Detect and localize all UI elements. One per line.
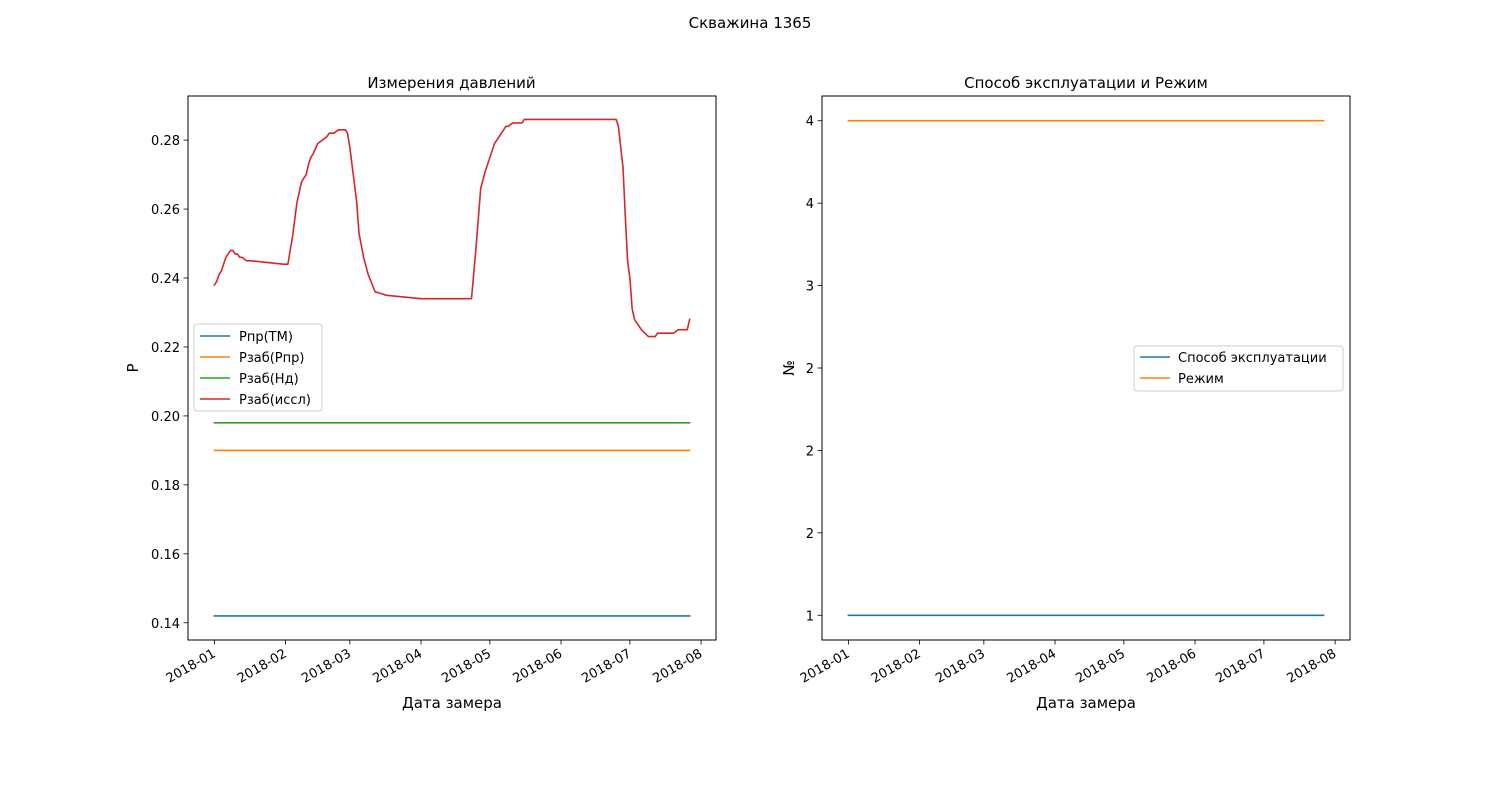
- pressure-legend: Pпр(ТМ) Pзаб(Pпр) Pзаб(Нд) Pзаб(иссл): [193, 323, 323, 412]
- mode-plot-area: [847, 119, 1325, 617]
- mode-x-tick-label: 2018-08: [1285, 646, 1340, 686]
- pressure-chart-title: Измерения давлений: [367, 74, 535, 92]
- mode-chart-title: Способ эксплуатации и Режим: [964, 74, 1208, 92]
- mode-chart: Способ эксплуатации и Режим 2018-01 2018-…: [780, 74, 1351, 712]
- mode-y-tick-label: 2: [806, 527, 814, 542]
- pressure-axes-frame: [187, 95, 717, 641]
- pressure-x-tick-label: 2018-03: [299, 646, 354, 686]
- legend-label-sposob: Способ эксплуатации: [1178, 351, 1327, 366]
- mode-x-ticks: 2018-01 2018-02 2018-03 2018-04 2018-05 2018-…: [798, 640, 1339, 687]
- mode-x-tick-label: 2018-05: [1073, 646, 1128, 686]
- mode-y-tick-label: 2: [806, 362, 814, 377]
- mode-x-tick-label: 2018-02: [869, 646, 924, 686]
- pressure-y-tick-label: 0.20: [151, 410, 180, 425]
- pressure-legend-box: [193, 323, 323, 412]
- legend-label-rezhim: Режим: [1178, 372, 1224, 387]
- pressure-y-axis-label: P: [124, 363, 142, 372]
- pressure-x-tick-label: 2018-05: [439, 646, 494, 686]
- pressure-chart: Измерения давлений 2018-01 2018-02 2018-03…: [124, 74, 717, 712]
- mode-x-tick-label: 2018-03: [933, 646, 988, 686]
- pressure-y-tick-label: 0.18: [151, 479, 180, 494]
- pressure-y-tick-label: 0.28: [151, 134, 180, 149]
- pressure-x-tick-label: 2018-06: [510, 646, 565, 686]
- pressure-x-axis-label: Дата замера: [402, 694, 502, 712]
- mode-legend: Способ эксплуатации Режим: [1133, 345, 1344, 392]
- mode-x-axis-label: Дата замера: [1036, 694, 1136, 712]
- pressure-y-tick-label: 0.24: [151, 272, 180, 287]
- mode-y-tick-label: 4: [806, 115, 814, 130]
- mode-y-tick-label: 1: [806, 609, 814, 624]
- pressure-y-ticks: 0.14 0.16 0.18 0.20 0.22 0.24 0.26 0.28: [151, 134, 188, 632]
- mode-y-tick-label: 4: [806, 197, 814, 212]
- mode-x-tick-label: 2018-07: [1213, 646, 1268, 686]
- mode-x-tick-label: 2018-06: [1144, 646, 1199, 686]
- pressure-plot-area: [213, 118, 691, 617]
- mode-y-tick-label: 3: [806, 280, 814, 295]
- pressure-series-line-3: [213, 118, 691, 338]
- mode-y-ticks: 1 2 2 2 3 4 4: [806, 115, 822, 624]
- pressure-x-tick-label: 2018-07: [579, 646, 634, 686]
- pressure-y-tick-label: 0.22: [151, 341, 180, 356]
- pressure-y-tick-label: 0.26: [151, 203, 180, 218]
- pressure-y-tick-label: 0.16: [151, 548, 180, 563]
- mode-x-tick-label: 2018-04: [1004, 646, 1059, 686]
- pressure-x-tick-label: 2018-01: [164, 646, 219, 686]
- pressure-x-tick-label: 2018-02: [235, 646, 290, 686]
- legend-label-pzab-issl: Pзаб(иссл): [239, 393, 311, 408]
- legend-label-pzab-ppr: Pзаб(Pпр): [239, 351, 304, 366]
- mode-legend-box: [1133, 345, 1344, 392]
- legend-label-ppr-tm: Pпр(ТМ): [239, 330, 293, 345]
- legend-label-pzab-nd: Pзаб(Нд): [239, 372, 299, 387]
- pressure-y-tick-label: 0.14: [151, 617, 180, 632]
- pressure-x-tick-label: 2018-08: [651, 646, 706, 686]
- figure-title: Скважина 1365: [689, 14, 812, 32]
- pressure-x-tick-label: 2018-04: [370, 646, 425, 686]
- pressure-x-ticks: 2018-01 2018-02 2018-03 2018-04 2018-05 2018-…: [164, 640, 705, 687]
- mode-y-axis-label: №: [780, 360, 798, 376]
- mode-y-tick-label: 2: [806, 444, 814, 459]
- mode-x-tick-label: 2018-01: [798, 646, 853, 686]
